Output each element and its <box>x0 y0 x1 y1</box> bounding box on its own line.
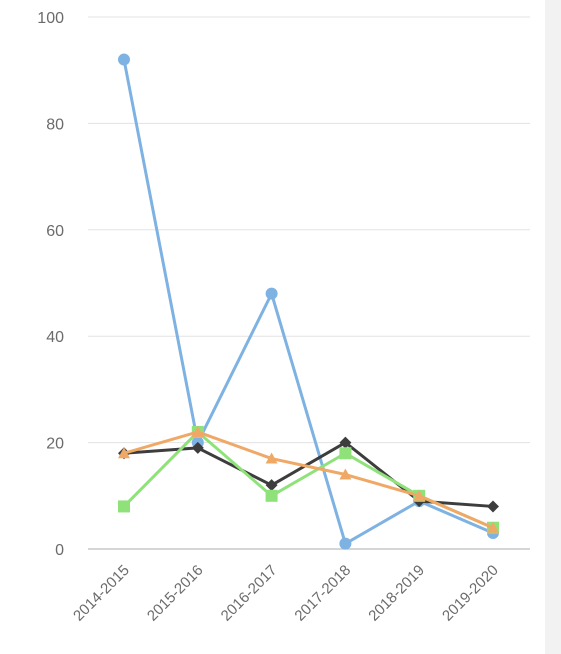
x-tick-label: 2016-2017 <box>218 562 281 625</box>
data-point <box>487 521 499 533</box>
y-tick-label: 60 <box>46 223 64 240</box>
x-tick-label: 2019-2020 <box>439 562 502 625</box>
data-point <box>339 447 352 460</box>
series-line <box>122 58 495 546</box>
data-point <box>265 452 278 464</box>
data-point <box>118 53 130 66</box>
y-tick-label: 40 <box>46 329 64 346</box>
x-tick-label: 2014-2015 <box>70 562 133 625</box>
data-point <box>265 489 278 502</box>
data-point <box>118 447 130 459</box>
y-tick-label: 0 <box>55 542 64 559</box>
x-tick-label: 2018-2019 <box>365 562 428 625</box>
grid-layer <box>88 16 530 550</box>
x-tick-label: 2015-2016 <box>144 562 207 625</box>
series-layer <box>118 53 499 550</box>
data-point <box>413 489 426 501</box>
y-tick-label: 20 <box>46 436 64 453</box>
data-point <box>265 287 278 300</box>
series-line <box>122 430 495 530</box>
data-point <box>191 441 204 454</box>
data-point <box>339 537 352 550</box>
y-tick-label: 80 <box>46 116 64 133</box>
series-4 <box>118 425 499 533</box>
data-point <box>339 436 352 449</box>
x-axis-ticks: 2014-2015 2015-2016 2016-2017 2017-2018 2018… <box>70 562 502 625</box>
data-point <box>487 500 499 513</box>
series-line <box>122 430 495 530</box>
data-point <box>339 468 352 480</box>
x-tick-label: 2017-2018 <box>291 562 354 625</box>
data-point <box>191 425 204 437</box>
data-point <box>118 500 130 513</box>
data-point <box>265 479 278 492</box>
y-tick-label: 100 <box>37 10 64 27</box>
y-axis-ticks: 0 20 40 60 80 100 <box>37 10 64 559</box>
chart-card: 0 20 40 60 80 100 2014-2015 2015-2016 2016-2017… <box>0 0 545 654</box>
